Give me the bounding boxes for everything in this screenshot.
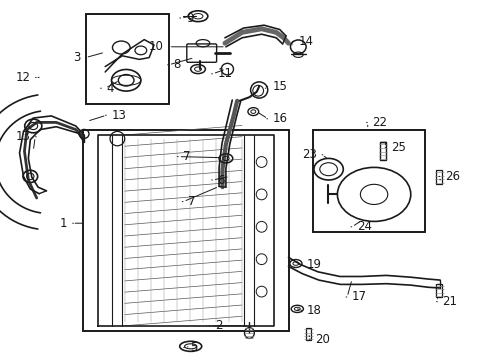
Bar — [305, 328, 311, 340]
Text: 7: 7 — [188, 195, 195, 208]
Text: 24: 24 — [356, 220, 371, 233]
Text: 6: 6 — [217, 174, 224, 186]
Text: 26: 26 — [444, 170, 459, 183]
Text: 16: 16 — [272, 112, 287, 125]
Text: 19: 19 — [306, 258, 322, 271]
Text: 8: 8 — [173, 58, 181, 71]
Text: 3: 3 — [73, 51, 81, 64]
Text: 9: 9 — [185, 12, 193, 24]
Text: 12: 12 — [15, 71, 30, 84]
Text: 5: 5 — [189, 341, 197, 354]
Text: 17: 17 — [351, 291, 366, 303]
Bar — [435, 170, 441, 184]
Text: 11: 11 — [217, 67, 232, 80]
Text: 22: 22 — [372, 116, 387, 129]
Text: 18: 18 — [306, 304, 321, 317]
Text: 21: 21 — [442, 295, 457, 308]
Bar — [83, 130, 288, 331]
Text: 15: 15 — [272, 80, 287, 93]
Bar — [435, 284, 441, 297]
Bar — [380, 142, 386, 160]
Text: 4: 4 — [106, 82, 114, 95]
Text: 10: 10 — [149, 40, 163, 53]
Text: 25: 25 — [390, 141, 405, 154]
Bar — [312, 130, 425, 232]
Text: 23: 23 — [302, 148, 316, 161]
Text: 1: 1 — [60, 217, 67, 230]
Text: 13: 13 — [16, 130, 30, 143]
Text: 14: 14 — [298, 35, 313, 48]
Text: 7: 7 — [183, 150, 190, 163]
Text: 2: 2 — [215, 319, 222, 332]
Text: 20: 20 — [315, 333, 329, 346]
Bar — [85, 14, 168, 104]
Text: 13: 13 — [111, 109, 126, 122]
